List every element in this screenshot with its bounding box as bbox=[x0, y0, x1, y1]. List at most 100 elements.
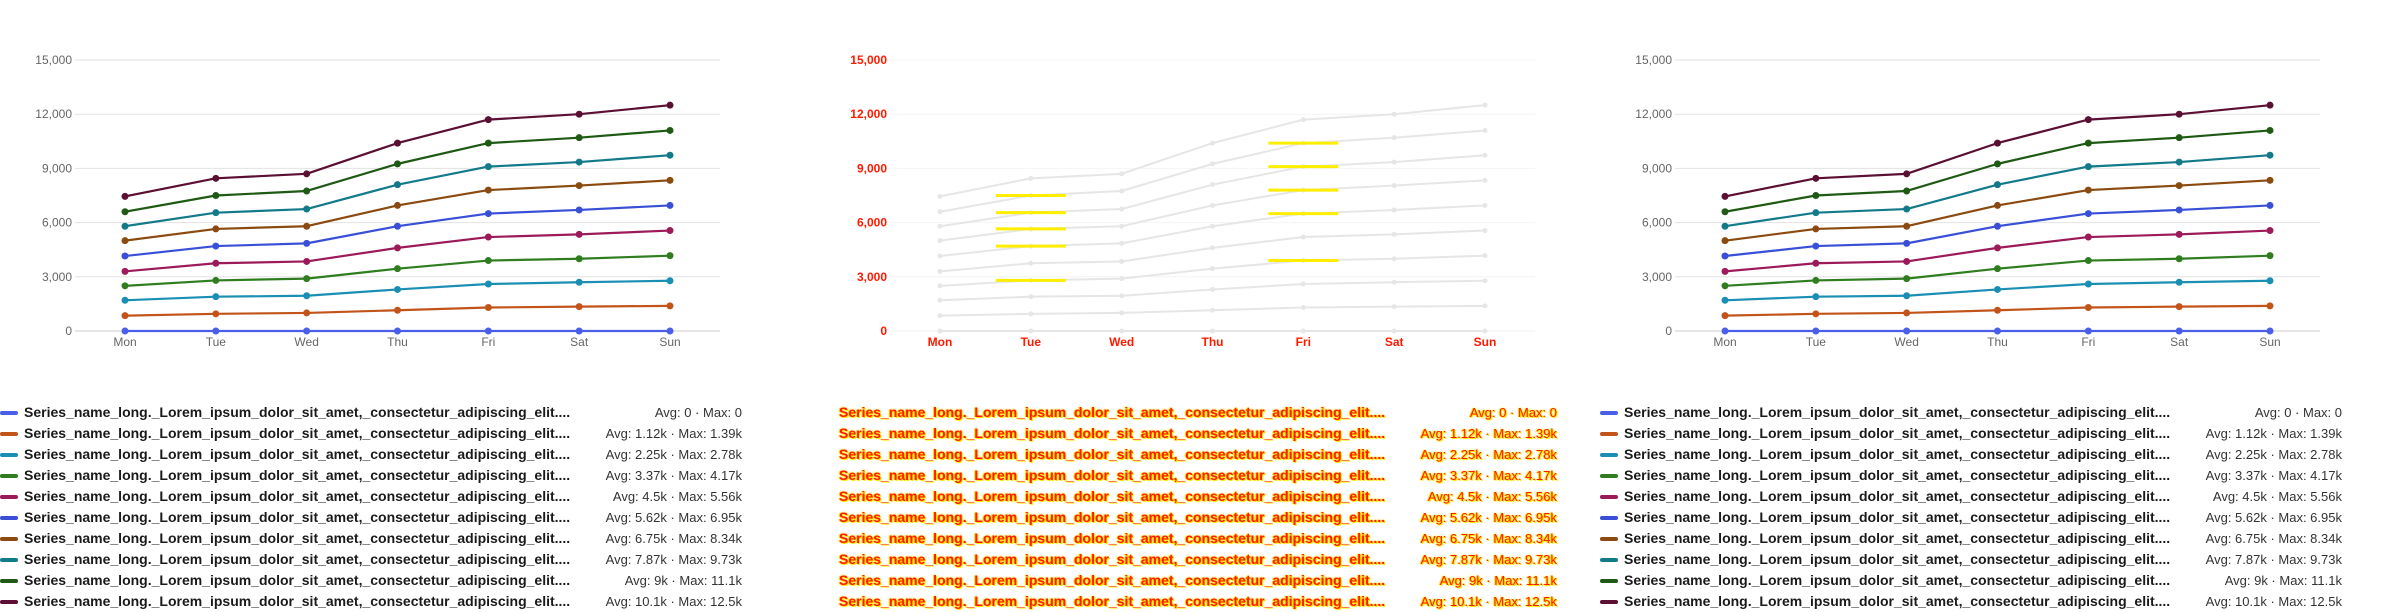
data-point[interactable] bbox=[937, 209, 943, 215]
data-point[interactable] bbox=[1994, 222, 2001, 230]
data-point[interactable] bbox=[1812, 209, 1820, 217]
data-point[interactable] bbox=[666, 201, 674, 209]
data-point[interactable] bbox=[2175, 134, 2183, 142]
data-point[interactable] bbox=[1812, 276, 1820, 284]
data-point[interactable] bbox=[2175, 303, 2183, 311]
data-point[interactable] bbox=[575, 134, 583, 142]
data-point[interactable] bbox=[1028, 175, 1034, 181]
data-point[interactable] bbox=[303, 309, 311, 317]
data-point[interactable] bbox=[1721, 252, 1729, 260]
data-point[interactable] bbox=[303, 257, 311, 265]
data-point[interactable] bbox=[1482, 127, 1488, 133]
data-point[interactable] bbox=[2175, 255, 2183, 263]
data-point[interactable] bbox=[2266, 176, 2274, 184]
data-point[interactable] bbox=[212, 310, 220, 318]
data-point[interactable] bbox=[1300, 234, 1306, 240]
data-point[interactable] bbox=[121, 267, 129, 275]
data-point[interactable] bbox=[121, 327, 129, 335]
data-point[interactable] bbox=[2084, 257, 2092, 265]
data-point[interactable] bbox=[1482, 228, 1488, 234]
data-point[interactable] bbox=[1119, 276, 1125, 282]
data-point[interactable] bbox=[2175, 327, 2183, 335]
data-point[interactable] bbox=[1210, 202, 1215, 208]
data-point[interactable] bbox=[484, 116, 492, 124]
data-point[interactable] bbox=[1903, 170, 1911, 178]
data-point[interactable] bbox=[1721, 282, 1729, 290]
data-point[interactable] bbox=[1994, 160, 2001, 168]
data-point[interactable] bbox=[1391, 256, 1397, 262]
data-point[interactable] bbox=[484, 233, 492, 241]
legend-item[interactable]: Series_name_long._Lorem_ipsum_dolor_sit_… bbox=[0, 402, 760, 423]
data-point[interactable] bbox=[1721, 327, 1729, 335]
data-point[interactable] bbox=[1119, 328, 1125, 334]
data-point[interactable] bbox=[2175, 206, 2183, 214]
legend-item[interactable]: Series_name_long._Lorem_ipsum_dolor_sit_… bbox=[815, 507, 1575, 528]
data-point[interactable] bbox=[1391, 231, 1397, 237]
data-point[interactable] bbox=[1994, 327, 2001, 335]
data-point[interactable] bbox=[1300, 281, 1306, 287]
data-point[interactable] bbox=[303, 239, 311, 247]
data-point[interactable] bbox=[1119, 223, 1125, 229]
data-point[interactable] bbox=[1903, 309, 1911, 317]
data-point[interactable] bbox=[575, 303, 583, 311]
data-point[interactable] bbox=[1300, 117, 1306, 123]
legend-item[interactable]: Series_name_long._Lorem_ipsum_dolor_sit_… bbox=[815, 549, 1575, 570]
data-point[interactable] bbox=[2175, 158, 2183, 166]
legend-item[interactable]: Series_name_long._Lorem_ipsum_dolor_sit_… bbox=[0, 423, 760, 444]
data-point[interactable] bbox=[484, 186, 492, 194]
legend-item[interactable]: Series_name_long._Lorem_ipsum_dolor_sit_… bbox=[1600, 549, 2360, 570]
data-point[interactable] bbox=[666, 101, 674, 109]
data-point[interactable] bbox=[212, 276, 220, 284]
data-point[interactable] bbox=[1391, 328, 1397, 334]
data-point[interactable] bbox=[1721, 208, 1729, 216]
data-point[interactable] bbox=[1721, 222, 1729, 230]
data-point[interactable] bbox=[2084, 139, 2092, 147]
data-point[interactable] bbox=[1210, 286, 1215, 292]
legend-item[interactable]: Series_name_long._Lorem_ipsum_dolor_sit_… bbox=[0, 507, 760, 528]
data-point[interactable] bbox=[2266, 201, 2274, 209]
data-point[interactable] bbox=[937, 193, 943, 199]
data-point[interactable] bbox=[937, 313, 943, 319]
data-point[interactable] bbox=[1812, 225, 1820, 233]
data-point[interactable] bbox=[1903, 292, 1911, 300]
data-point[interactable] bbox=[394, 327, 401, 335]
data-point[interactable] bbox=[1391, 279, 1397, 285]
data-point[interactable] bbox=[1812, 242, 1820, 250]
series-line[interactable] bbox=[939, 229, 1486, 273]
data-point[interactable] bbox=[1391, 135, 1397, 141]
data-point[interactable] bbox=[1994, 285, 2001, 293]
legend-item[interactable]: Series_name_long._Lorem_ipsum_dolor_sit_… bbox=[1600, 402, 2360, 423]
data-point[interactable] bbox=[121, 192, 129, 200]
data-point[interactable] bbox=[394, 160, 401, 168]
data-point[interactable] bbox=[303, 205, 311, 213]
data-point[interactable] bbox=[212, 192, 220, 199]
data-point[interactable] bbox=[484, 210, 492, 218]
data-point[interactable] bbox=[1300, 328, 1306, 334]
data-point[interactable] bbox=[1482, 328, 1488, 334]
data-point[interactable] bbox=[394, 181, 401, 189]
data-point[interactable] bbox=[575, 327, 583, 335]
data-point[interactable] bbox=[1119, 188, 1125, 194]
data-point[interactable] bbox=[937, 253, 943, 259]
legend-item[interactable]: Series_name_long._Lorem_ipsum_dolor_sit_… bbox=[0, 486, 760, 507]
data-point[interactable] bbox=[2266, 126, 2274, 134]
data-point[interactable] bbox=[394, 139, 401, 147]
data-point[interactable] bbox=[484, 280, 492, 288]
data-point[interactable] bbox=[2266, 327, 2274, 335]
data-point[interactable] bbox=[2084, 280, 2092, 288]
data-point[interactable] bbox=[212, 225, 220, 233]
data-point[interactable] bbox=[1482, 177, 1488, 183]
data-point[interactable] bbox=[394, 201, 401, 209]
data-point[interactable] bbox=[212, 209, 220, 217]
data-point[interactable] bbox=[1903, 327, 1911, 335]
data-point[interactable] bbox=[394, 306, 401, 314]
data-point[interactable] bbox=[1391, 159, 1397, 165]
data-point[interactable] bbox=[1391, 111, 1397, 117]
data-point[interactable] bbox=[212, 259, 220, 267]
data-point[interactable] bbox=[1210, 223, 1215, 229]
data-point[interactable] bbox=[1812, 327, 1820, 335]
data-point[interactable] bbox=[1119, 206, 1125, 212]
data-point[interactable] bbox=[1028, 311, 1034, 317]
data-point[interactable] bbox=[484, 163, 492, 171]
legend-item[interactable]: Series_name_long._Lorem_ipsum_dolor_sit_… bbox=[815, 402, 1575, 423]
